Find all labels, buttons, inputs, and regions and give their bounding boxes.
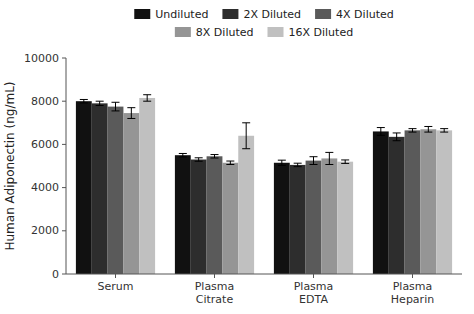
bar (389, 137, 405, 274)
bar (123, 113, 139, 274)
legend-label: 2X Diluted (243, 8, 301, 21)
series (92, 101, 405, 274)
bar (191, 160, 207, 274)
bar (238, 136, 254, 274)
legend: Undiluted 2X Diluted 4X Diluted 8X Diluted 1… (134, 8, 393, 39)
series (123, 108, 436, 274)
error-bar (127, 108, 135, 119)
error-bar (440, 129, 448, 132)
error-bar (112, 102, 120, 111)
y-tick (62, 187, 66, 188)
error-bar (195, 158, 203, 161)
bar (92, 103, 108, 274)
y-tick-label: 2000 (31, 224, 59, 237)
y-tick-label: 0 (52, 268, 59, 281)
legend-swatch (268, 27, 284, 37)
x-tick-label: PlasmaCitrate (195, 280, 235, 306)
y-axis (66, 58, 67, 274)
bar (274, 163, 290, 274)
legend-item: Undiluted (134, 8, 208, 21)
error-bar (242, 123, 250, 149)
y-tick-label: 8000 (31, 95, 59, 108)
y-axis-label: Human Adiponectin (ng/mL) (3, 81, 17, 250)
y-tick (62, 58, 66, 59)
series (139, 95, 452, 274)
error-bar (143, 95, 151, 101)
error-bar (278, 160, 286, 165)
error-bar (96, 101, 104, 105)
error-bar (409, 129, 417, 132)
series (76, 99, 389, 274)
error-bar (377, 128, 385, 136)
legend-item: 16X Diluted (268, 26, 354, 39)
y-tick-label: 6000 (31, 138, 59, 151)
legend-item: 4X Diluted (315, 8, 394, 21)
error-bar (179, 153, 187, 156)
x-tick-label: PlasmaHeparin (391, 280, 434, 306)
error-bar (393, 133, 401, 141)
legend-swatch (315, 9, 331, 19)
bar (76, 101, 92, 274)
bar (139, 98, 155, 274)
x-tick (412, 274, 413, 278)
x-tick (214, 274, 215, 278)
bar (306, 161, 322, 274)
plot-area (76, 95, 452, 274)
bar (373, 131, 389, 274)
error-bar (424, 126, 432, 132)
bar (337, 162, 353, 274)
y-tick (62, 274, 66, 275)
legend-item: 2X Diluted (222, 8, 301, 21)
error-bar (80, 99, 88, 102)
bar (405, 130, 421, 274)
y-tick-label: 10000 (24, 52, 59, 65)
x-tick-label: PlasmaEDTA (294, 280, 334, 306)
error-bar (341, 160, 349, 163)
y-tick (62, 230, 66, 231)
legend-swatch (175, 27, 191, 37)
legend-swatch (222, 9, 238, 19)
error-bar (211, 155, 219, 158)
legend-label: Undiluted (155, 8, 208, 21)
error-bar (294, 163, 302, 166)
bar (420, 129, 436, 274)
legend-label: 16X Diluted (289, 26, 354, 39)
error-bar (310, 157, 318, 165)
bar (207, 156, 223, 274)
x-tick (115, 274, 116, 278)
legend-item: 8X Diluted (175, 26, 254, 39)
y-tick (62, 101, 66, 102)
y-tick (62, 144, 66, 145)
legend-label: 4X Diluted (336, 8, 394, 21)
bar (321, 158, 337, 274)
bar (290, 165, 306, 274)
y-tick-label: 4000 (31, 181, 59, 194)
x-axis (66, 274, 462, 275)
bar (175, 155, 191, 274)
legend-label: 8X Diluted (196, 26, 254, 39)
bar (108, 107, 124, 274)
error-bar (325, 152, 333, 164)
legend-swatch (134, 9, 150, 19)
chart: Undiluted 2X Diluted 4X Diluted 8X Diluted 1… (0, 0, 474, 314)
bar (222, 163, 238, 274)
bar (436, 130, 452, 274)
error-bar (226, 161, 234, 164)
x-tick-label: Serum (98, 280, 134, 293)
x-tick (313, 274, 314, 278)
